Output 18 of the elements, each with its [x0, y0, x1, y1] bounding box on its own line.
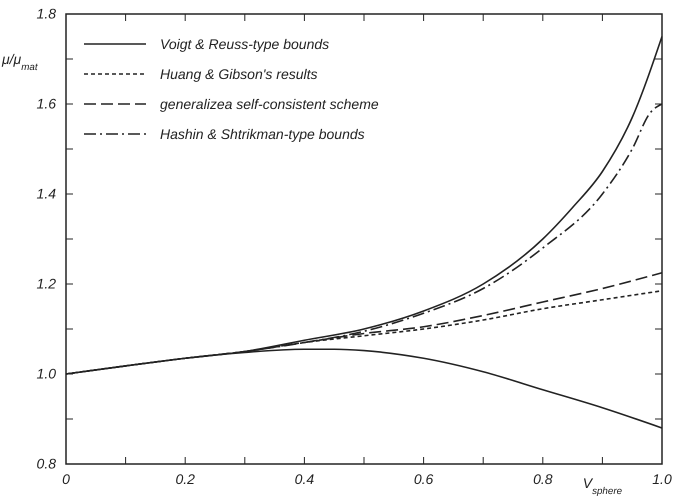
x-tick-label: 0.2 [175, 470, 196, 487]
legend-label: generalizea self-consistent scheme [160, 96, 379, 112]
y-axis-title: μ/μ$_{mat}$ [1, 51, 39, 72]
y-tick-label: 1.8 [36, 5, 56, 22]
x-tick-label: 0 [62, 470, 70, 487]
y-tick-label: 0.8 [36, 455, 56, 472]
x-tick-label: 0.8 [533, 470, 553, 487]
legend-label: Huang & Gibson's results [160, 66, 318, 82]
y-tick-label: 1.6 [36, 95, 56, 112]
x-tick-label: 0.6 [414, 470, 434, 487]
x-tick-label: 1.0 [652, 470, 672, 487]
legend-label: Voigt & Reuss-type bounds [160, 36, 330, 52]
y-tick-label: 1.4 [36, 185, 56, 202]
x-tick-label: 0.4 [294, 470, 314, 487]
y-tick-label: 1.2 [36, 275, 56, 292]
legend-label: Hashin & Shtrikman-type bounds [160, 126, 365, 142]
x-axis-title: V$_{sphere}$ [582, 475, 623, 496]
y-tick-label: 1.0 [36, 365, 56, 382]
